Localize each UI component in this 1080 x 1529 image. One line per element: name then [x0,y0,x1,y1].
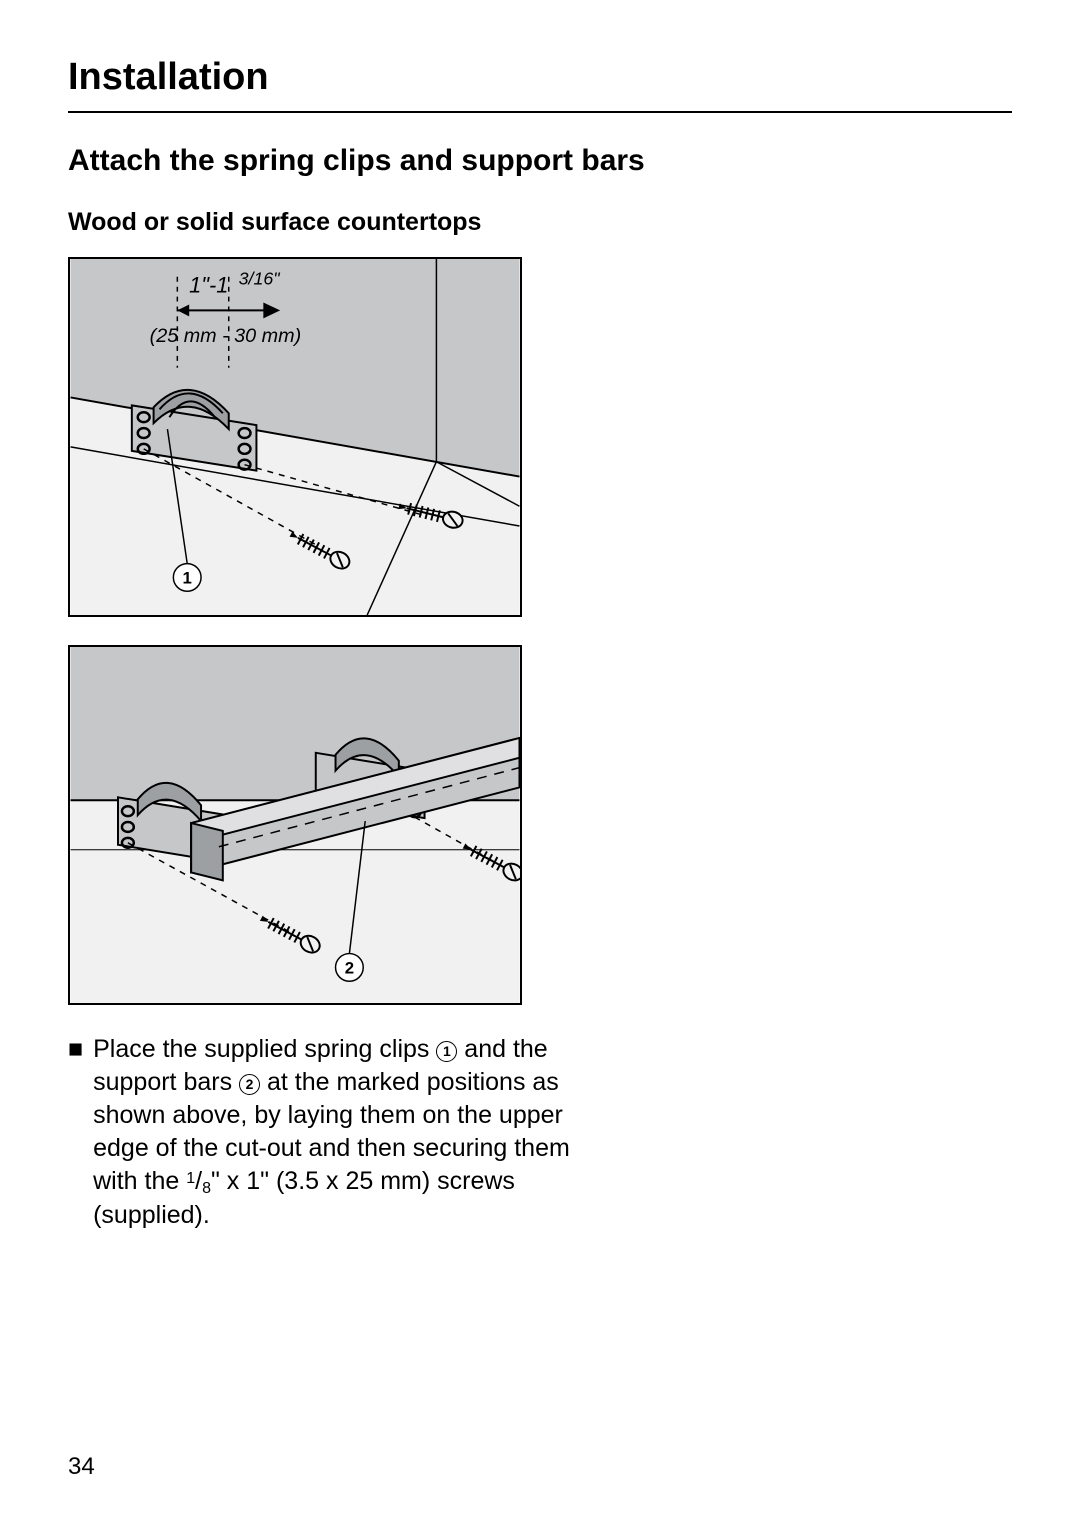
page-title: Installation [68,56,1012,99]
page-number: 34 [68,1453,95,1481]
callout-2-label: 2 [345,958,354,977]
svg-text:1"-1: 1"-1 [189,273,228,298]
figure-support-bar: 2 [68,645,522,1005]
fraction-numerator: 1 [186,1170,195,1187]
section-title: Attach the spring clips and support bars [68,141,1012,180]
svg-text:(25 mm - 30 mm): (25 mm - 30 mm) [150,325,302,347]
fraction-denominator: 8 [202,1180,211,1197]
circled-2: 2 [239,1074,260,1095]
figure-spring-clip: 1"-1 3/16" (25 mm - 30 mm) [68,257,522,617]
bullet-icon: ■ [68,1033,83,1066]
instruction-text: Place the supplied spring clips 1 and th… [93,1033,588,1232]
subsection-title: Wood or solid surface countertops [68,208,1012,237]
callout-1-label: 1 [183,568,192,587]
title-rule [68,111,1012,113]
svg-text:3/16": 3/16" [239,269,281,289]
text-part: Place the supplied spring clips [93,1035,436,1063]
instruction-step: ■ Place the supplied spring clips 1 and … [68,1033,588,1232]
circled-1: 1 [436,1041,457,1062]
